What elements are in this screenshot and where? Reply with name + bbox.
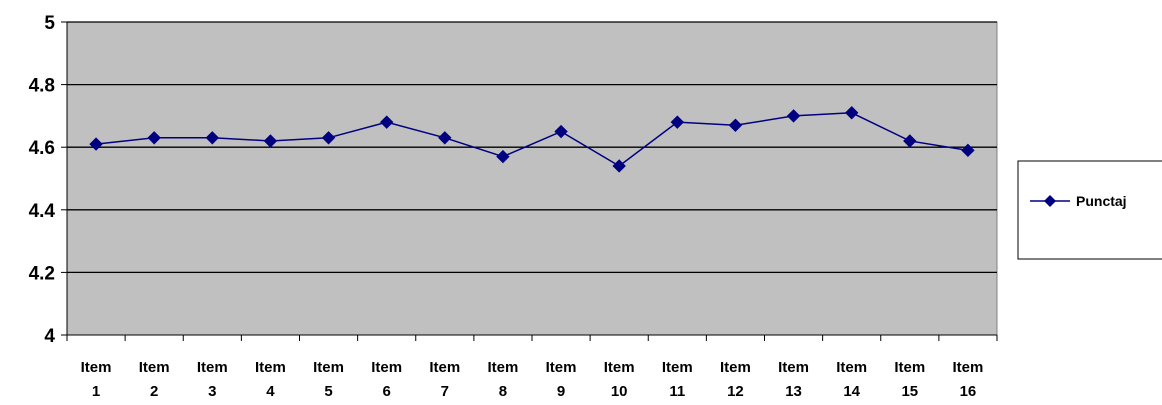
x-tick-label: Item 4: [255, 359, 286, 400]
y-tick-label: 4.6: [29, 138, 55, 159]
x-tick-label: Item 9: [546, 359, 577, 400]
data-point-marker: [147, 131, 161, 145]
x-tick-label: Item 3: [197, 359, 228, 400]
x-axis-ticks: Item 1 Item 2 Item 3 Item 4 Item 5 Item 6 Item 7 Item 8…: [66, 335, 998, 400]
y-axis-ticks: 4 4.2 4.4 4.6 4.8 5: [29, 13, 67, 347]
data-point-marker: [728, 118, 743, 132]
data-point-marker: [670, 115, 685, 129]
x-tick-label: Item 14: [836, 359, 867, 400]
y-tick-label: 4.2: [29, 263, 55, 284]
x-tick-label: Item 10: [604, 359, 635, 400]
y-tick-label: 5: [44, 13, 55, 34]
x-tick-label: Item 5: [313, 359, 344, 400]
data-point-marker: [89, 137, 103, 151]
legend-label: Punctaj: [1076, 193, 1127, 209]
series-layer: [89, 106, 975, 173]
data-point-marker: [321, 131, 336, 145]
data-point-marker: [903, 134, 917, 148]
data-point-marker: [786, 109, 801, 123]
legend-series-marker: [1044, 195, 1056, 207]
x-tick-label: Item 11: [662, 359, 693, 400]
data-point-marker: [844, 106, 859, 120]
x-tick-label: Item 16: [953, 359, 984, 400]
x-tick-label: Item 2: [139, 359, 170, 400]
x-tick-label: Item 7: [429, 359, 460, 400]
data-point-marker: [554, 124, 568, 139]
gridlines: [67, 21, 997, 274]
x-tick-label: Item 6: [371, 359, 402, 400]
data-point-marker: [438, 131, 452, 145]
data-point-marker: [496, 149, 510, 164]
data-point-marker: [379, 115, 394, 129]
y-tick-label: 4.8: [29, 76, 55, 97]
series-line: [95, 112, 969, 167]
x-tick-label: Item 13: [778, 359, 809, 400]
x-tick-label: Item 1: [81, 359, 112, 400]
x-tick-label: Item 15: [894, 359, 925, 400]
legend: Punctaj: [1017, 160, 1162, 260]
y-tick-label: 4: [44, 326, 55, 347]
data-point-marker: [263, 134, 278, 148]
legend-box: [1017, 160, 1162, 260]
y-tick-label: 4.4: [29, 201, 56, 222]
plot-area-background: [66, 21, 998, 336]
data-point-marker: [612, 159, 626, 173]
x-tick-label: Item 8: [488, 359, 519, 400]
data-point-marker: [961, 143, 975, 158]
data-point-marker: [205, 131, 220, 145]
x-tick-label: Item 12: [720, 359, 751, 400]
